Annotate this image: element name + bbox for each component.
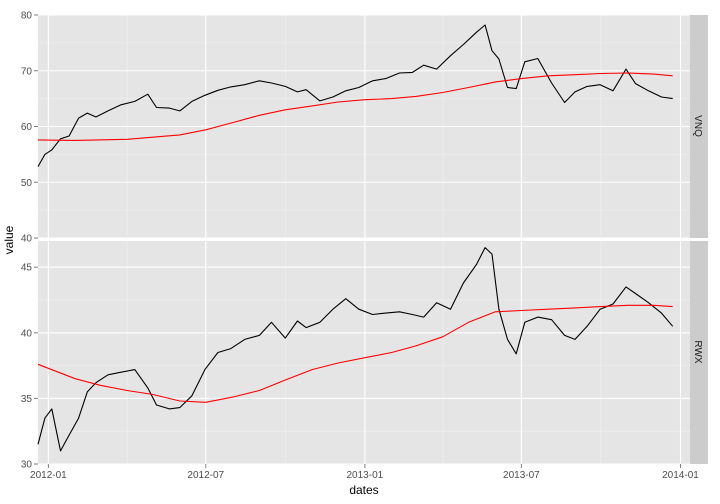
moving_average-line [37,304,673,403]
y-tick-label: 40 [21,234,33,245]
price-line [37,247,674,452]
x-tick-label: 2012-07 [187,470,224,481]
x-tick-label: 2013-01 [347,470,384,481]
panel-rwx: 30 35 40 45 RWX [21,241,708,471]
panel-series [37,24,673,167]
panel-vnq: 40 50 60 70 80 VNQ [21,11,708,245]
x-tick-label: 2012-01 [30,470,67,481]
y-tick-label: 70 [21,66,33,77]
strip-label: RWX [692,340,703,363]
y-tick-label: 30 [21,460,33,471]
y-tick-label: 35 [21,394,33,405]
x-tick-label: 2014-01 [662,470,699,481]
strip-label: VNQ [692,115,703,137]
panel-grid [38,14,690,239]
moving_average-line [37,72,673,141]
strip-background [690,15,708,238]
y-tick-label: 80 [21,11,33,22]
panel-background [38,241,690,464]
x-tick-label: 2013-07 [503,470,540,481]
strip-background [690,241,708,464]
x-axis: 2012-01 2012-07 2013-01 2013-07 2014-01 [30,464,699,481]
y-axis: 30 35 40 45 [21,263,38,471]
panel-series [37,247,674,452]
y-tick-label: 50 [21,178,33,189]
y-tick-label: 40 [21,328,33,339]
y-tick-label: 60 [21,122,33,133]
y-axis: 40 50 60 70 80 [21,11,38,245]
y-tick-label: 45 [21,263,33,274]
price-line [37,24,673,167]
y-axis-title: value [2,225,16,254]
x-axis-title: dates [349,483,378,497]
